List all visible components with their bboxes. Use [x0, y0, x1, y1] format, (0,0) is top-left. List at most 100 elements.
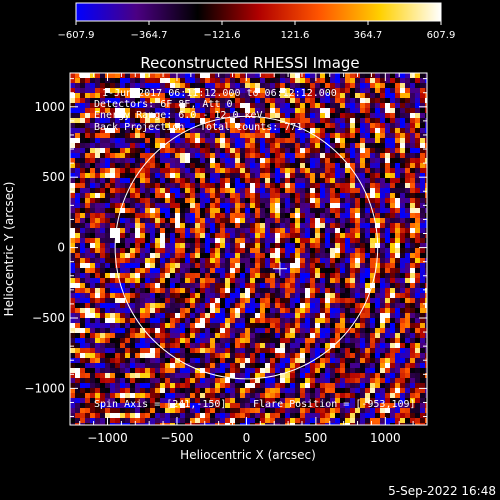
heatmap-cell — [105, 208, 110, 213]
heatmap-cell — [205, 163, 210, 168]
heatmap-cell — [390, 238, 395, 243]
heatmap-cell — [235, 323, 240, 328]
heatmap-cell — [360, 143, 365, 148]
heatmap-cell — [185, 213, 190, 218]
heatmap-cell — [395, 358, 400, 363]
heatmap-cell — [135, 378, 140, 383]
heatmap-cell — [420, 238, 425, 243]
heatmap-cell — [245, 388, 250, 393]
heatmap-cell — [355, 228, 360, 233]
heatmap-cell — [210, 373, 215, 378]
heatmap-cell — [410, 323, 415, 328]
heatmap-cell — [345, 98, 350, 103]
heatmap-cell — [165, 158, 170, 163]
heatmap-cell — [215, 93, 220, 98]
heatmap-cell — [390, 338, 395, 343]
heatmap-cell — [330, 313, 335, 318]
heatmap-cell — [75, 323, 80, 328]
heatmap-cell — [375, 198, 380, 203]
heatmap-cell — [300, 83, 305, 88]
heatmap-cell — [145, 138, 150, 143]
heatmap-cell — [315, 228, 320, 233]
heatmap-cell — [80, 338, 85, 343]
heatmap-cell — [155, 133, 160, 138]
heatmap-cell — [250, 158, 255, 163]
heatmap-cell — [370, 133, 375, 138]
heatmap-cell — [95, 373, 100, 378]
heatmap-cell — [180, 148, 185, 153]
heatmap-cell — [325, 73, 330, 78]
heatmap-cell — [265, 128, 270, 133]
heatmap-cell — [320, 268, 325, 273]
heatmap-cell — [165, 78, 170, 83]
heatmap-cell — [380, 263, 385, 268]
heatmap-cell — [220, 188, 225, 193]
heatmap-cell — [170, 138, 175, 143]
heatmap-cell — [425, 258, 427, 263]
heatmap-cell — [210, 93, 215, 98]
heatmap-cell — [195, 413, 200, 418]
heatmap-cell — [120, 328, 125, 333]
heatmap-cell — [150, 143, 155, 148]
heatmap-cell — [315, 313, 320, 318]
heatmap-cell — [145, 403, 150, 408]
heatmap-cell — [375, 158, 380, 163]
heatmap-cell — [390, 123, 395, 128]
heatmap-cell — [280, 98, 285, 103]
heatmap-cell — [285, 78, 290, 83]
heatmap-cell — [95, 248, 100, 253]
heatmap-cell — [170, 118, 175, 123]
heatmap-cell — [390, 393, 395, 398]
heatmap-cell — [90, 88, 95, 93]
heatmap-cell — [320, 193, 325, 198]
heatmap-cell — [155, 198, 160, 203]
heatmap-cell — [255, 203, 260, 208]
heatmap-cell — [400, 188, 405, 193]
heatmap-cell — [365, 203, 370, 208]
heatmap-cell — [195, 243, 200, 248]
heatmap-cell — [400, 203, 405, 208]
heatmap-cell — [135, 73, 140, 78]
heatmap-cell — [120, 303, 125, 308]
heatmap-cell — [95, 103, 100, 108]
heatmap-cell — [245, 298, 250, 303]
heatmap-cell — [180, 303, 185, 308]
heatmap-cell — [165, 288, 170, 293]
heatmap-cell — [205, 198, 210, 203]
heatmap-cell — [125, 248, 130, 253]
heatmap-cell — [315, 268, 320, 273]
heatmap-cell — [235, 148, 240, 153]
heatmap-cell — [260, 238, 265, 243]
heatmap-cell — [270, 368, 275, 373]
heatmap-cell — [415, 358, 420, 363]
heatmap-cell — [175, 248, 180, 253]
heatmap-cell — [260, 93, 265, 98]
heatmap-cell — [145, 273, 150, 278]
heatmap-cell — [155, 323, 160, 328]
heatmap-cell — [145, 258, 150, 263]
heatmap-cell — [400, 273, 405, 278]
heatmap-cell — [170, 128, 175, 133]
heatmap-cell — [340, 128, 345, 133]
heatmap-cell — [300, 118, 305, 123]
heatmap-cell — [355, 323, 360, 328]
heatmap-cell — [290, 353, 295, 358]
heatmap-cell — [195, 283, 200, 288]
heatmap-cell — [220, 253, 225, 258]
heatmap-cell — [395, 258, 400, 263]
heatmap-cell — [140, 148, 145, 153]
heatmap-cell — [175, 163, 180, 168]
heatmap-cell — [165, 113, 170, 118]
heatmap-cell — [345, 73, 350, 78]
heatmap-cell — [85, 73, 90, 78]
heatmap-cell — [315, 128, 320, 133]
heatmap-cell — [255, 278, 260, 283]
heatmap-cell — [360, 288, 365, 293]
heatmap-cell — [200, 273, 205, 278]
heatmap-cell — [340, 88, 345, 93]
heatmap-cell — [215, 283, 220, 288]
heatmap-cell — [210, 408, 215, 413]
heatmap-cell — [300, 193, 305, 198]
heatmap-cell — [165, 188, 170, 193]
heatmap-cell — [105, 88, 110, 93]
